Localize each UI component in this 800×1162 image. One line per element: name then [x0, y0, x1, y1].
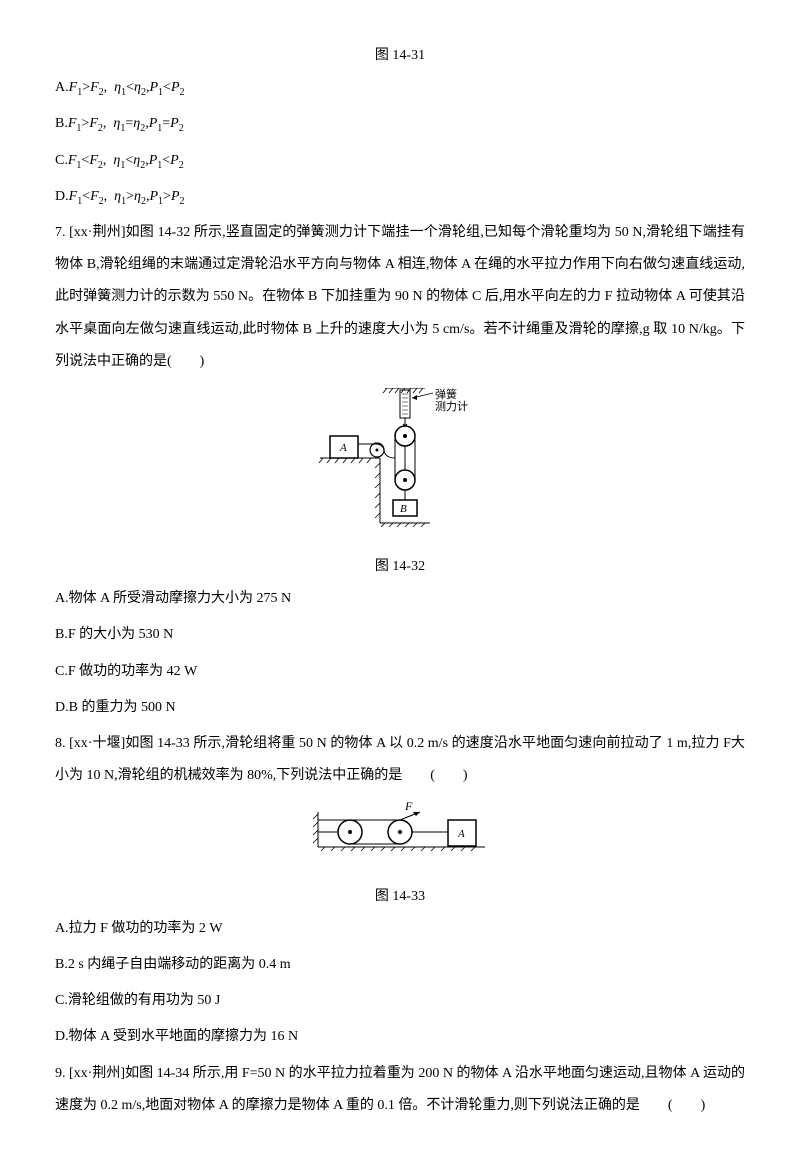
svg-text:B: B: [400, 503, 407, 515]
svg-text:弹簧: 弹簧: [435, 388, 457, 401]
q7-text: 7. [xx·荆州]如图 14-32 所示,竖直固定的弹簧测力计下端挂一个滑轮组…: [55, 217, 745, 378]
svg-text:A: A: [339, 442, 347, 454]
figure-14-33: F A: [55, 802, 745, 870]
q8-option-d: D.物体 A 受到水平地面的摩擦力为 16 N: [55, 1021, 745, 1053]
q7-option-b: B.F 的大小为 530 N: [55, 619, 745, 651]
q8-option-a: A.拉力 F 做功的功率为 2 W: [55, 913, 745, 945]
q6-option-c: C.F1<F2, η1<η2,P1<P2: [55, 145, 745, 177]
q9-text: 9. [xx·荆州]如图 14-34 所示,用 F=50 N 的水平拉力拉着重为…: [55, 1058, 745, 1122]
figure-14-33-label: 图 14-33: [55, 881, 745, 913]
q6-option-b: B.F1>F2, η1=η2,P1=P2: [55, 108, 745, 140]
q7-option-c: C.F 做功的功率为 42 W: [55, 656, 745, 688]
svg-text:F: F: [404, 802, 413, 813]
svg-text:A: A: [457, 828, 465, 840]
q8-option-b: B.2 s 内绳子自由端移动的距离为 0.4 m: [55, 949, 745, 981]
figure-14-32-label: 图 14-32: [55, 551, 745, 583]
q6-option-d: D.F1<F2, η1>η2,P1>P2: [55, 181, 745, 213]
q6-option-a: A.F1>F2, η1<η2,P1<P2: [55, 72, 745, 104]
svg-text:测力计: 测力计: [435, 400, 468, 413]
q7-option-a: A.物体 A 所受滑动摩擦力大小为 275 N: [55, 583, 745, 615]
figure-14-31-label: 图 14-31: [55, 40, 745, 72]
q8-option-c: C.滑轮组做的有用功为 50 J: [55, 985, 745, 1017]
q7-option-d: D.B 的重力为 500 N: [55, 692, 745, 724]
q8-text: 8. [xx·十堰]如图 14-33 所示,滑轮组将重 50 N 的物体 A 以…: [55, 728, 745, 792]
figure-14-32: 弹簧 测力计 B: [55, 388, 745, 541]
